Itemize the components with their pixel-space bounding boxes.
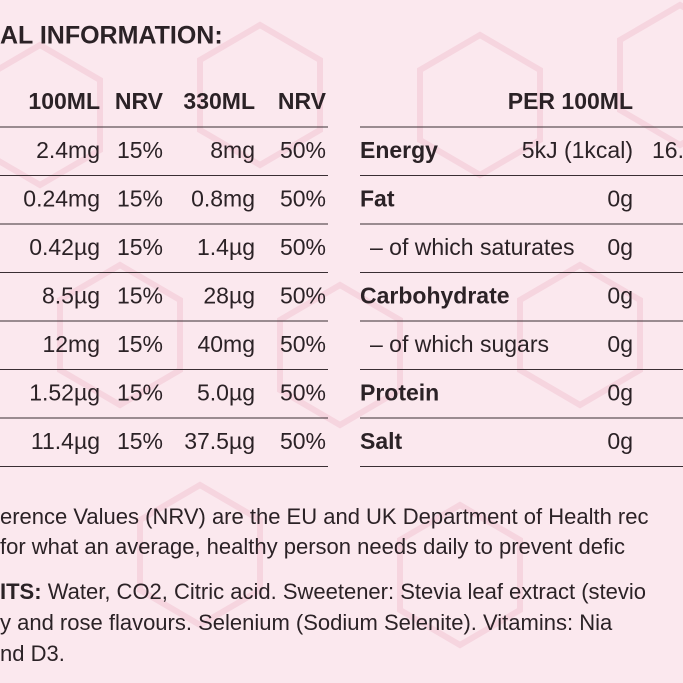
cell: 0g bbox=[607, 234, 633, 260]
ingredients-text: y and rose flavours. Selenium (Sodium Se… bbox=[0, 610, 613, 635]
cell: 28µg bbox=[203, 283, 255, 309]
nutrient-label: Salt bbox=[360, 428, 403, 454]
footnote-line: erence Values (NRV) are the EU and UK De… bbox=[0, 504, 649, 529]
column-header: PER 100ML bbox=[508, 88, 633, 114]
cell: 0.24mg bbox=[23, 186, 100, 212]
cell: 50% bbox=[280, 186, 326, 212]
cell: 5kJ (1kcal) bbox=[522, 137, 633, 163]
cell: 16. bbox=[652, 137, 683, 163]
cell: 12mg bbox=[42, 331, 100, 357]
ingredients-label: ITS: bbox=[0, 579, 42, 604]
cell: 2.4mg bbox=[36, 137, 100, 163]
cell: 0g bbox=[607, 331, 633, 357]
cell: 50% bbox=[280, 283, 326, 309]
cell: 15% bbox=[117, 283, 163, 309]
nutrient-label: Carbohydrate bbox=[360, 283, 510, 309]
cell: 8.5µg bbox=[42, 283, 100, 309]
column-header: 330ML bbox=[183, 88, 255, 114]
nutrient-label: Protein bbox=[360, 380, 439, 406]
cell: 0g bbox=[607, 428, 633, 454]
column-header: NRV bbox=[278, 88, 327, 114]
cell: 11.4µg bbox=[31, 428, 100, 454]
ingredients-line: ITS: Water, CO2, Citric acid. Sweetener:… bbox=[0, 579, 646, 604]
cell: 0.42µg bbox=[29, 234, 100, 260]
column-header: NRV bbox=[115, 88, 164, 114]
cell: 50% bbox=[280, 380, 326, 406]
cell: 15% bbox=[117, 137, 163, 163]
ingredients-line: y and rose flavours. Selenium (Sodium Se… bbox=[0, 610, 613, 635]
nutrient-label: Energy bbox=[360, 137, 438, 163]
nutrient-label: – of which saturates bbox=[370, 234, 575, 260]
ingredients-text: nd D3. bbox=[0, 641, 65, 666]
content: 100ML NRV 330ML NRV 2.4mg 15% 8mg 50% 0.24mg 15% 0… bbox=[0, 88, 683, 666]
cell: 15% bbox=[117, 428, 163, 454]
cell: 15% bbox=[117, 186, 163, 212]
cell: 37.5µg bbox=[184, 428, 255, 454]
cell: 15% bbox=[117, 234, 163, 260]
nutrient-label: – of which sugars bbox=[370, 331, 549, 357]
cell: 0.8mg bbox=[191, 186, 255, 212]
nutrient-label: Fat bbox=[360, 186, 395, 212]
cell: 1.52µg bbox=[29, 380, 100, 406]
cell: 0g bbox=[607, 283, 633, 309]
ingredients-text: Water, CO2, Citric acid. Sweetener: Stev… bbox=[48, 579, 646, 604]
cell: 50% bbox=[280, 234, 326, 260]
cell: 15% bbox=[117, 380, 163, 406]
cell: 40mg bbox=[197, 331, 255, 357]
cell: 0g bbox=[607, 186, 633, 212]
cell: 15% bbox=[117, 331, 163, 357]
footnote-line: for what an average, healthy person need… bbox=[0, 534, 625, 559]
cell: 50% bbox=[280, 331, 326, 357]
cell: 5.0µg bbox=[197, 380, 255, 406]
cell: 8mg bbox=[210, 137, 255, 163]
column-header: 100ML bbox=[28, 88, 100, 114]
cell: 50% bbox=[280, 428, 326, 454]
cell: 50% bbox=[280, 137, 326, 163]
cell: 1.4µg bbox=[197, 234, 255, 260]
ingredients-line: nd D3. bbox=[0, 641, 65, 666]
heading: AL INFORMATION: bbox=[0, 22, 223, 50]
cell: 0g bbox=[607, 380, 633, 406]
